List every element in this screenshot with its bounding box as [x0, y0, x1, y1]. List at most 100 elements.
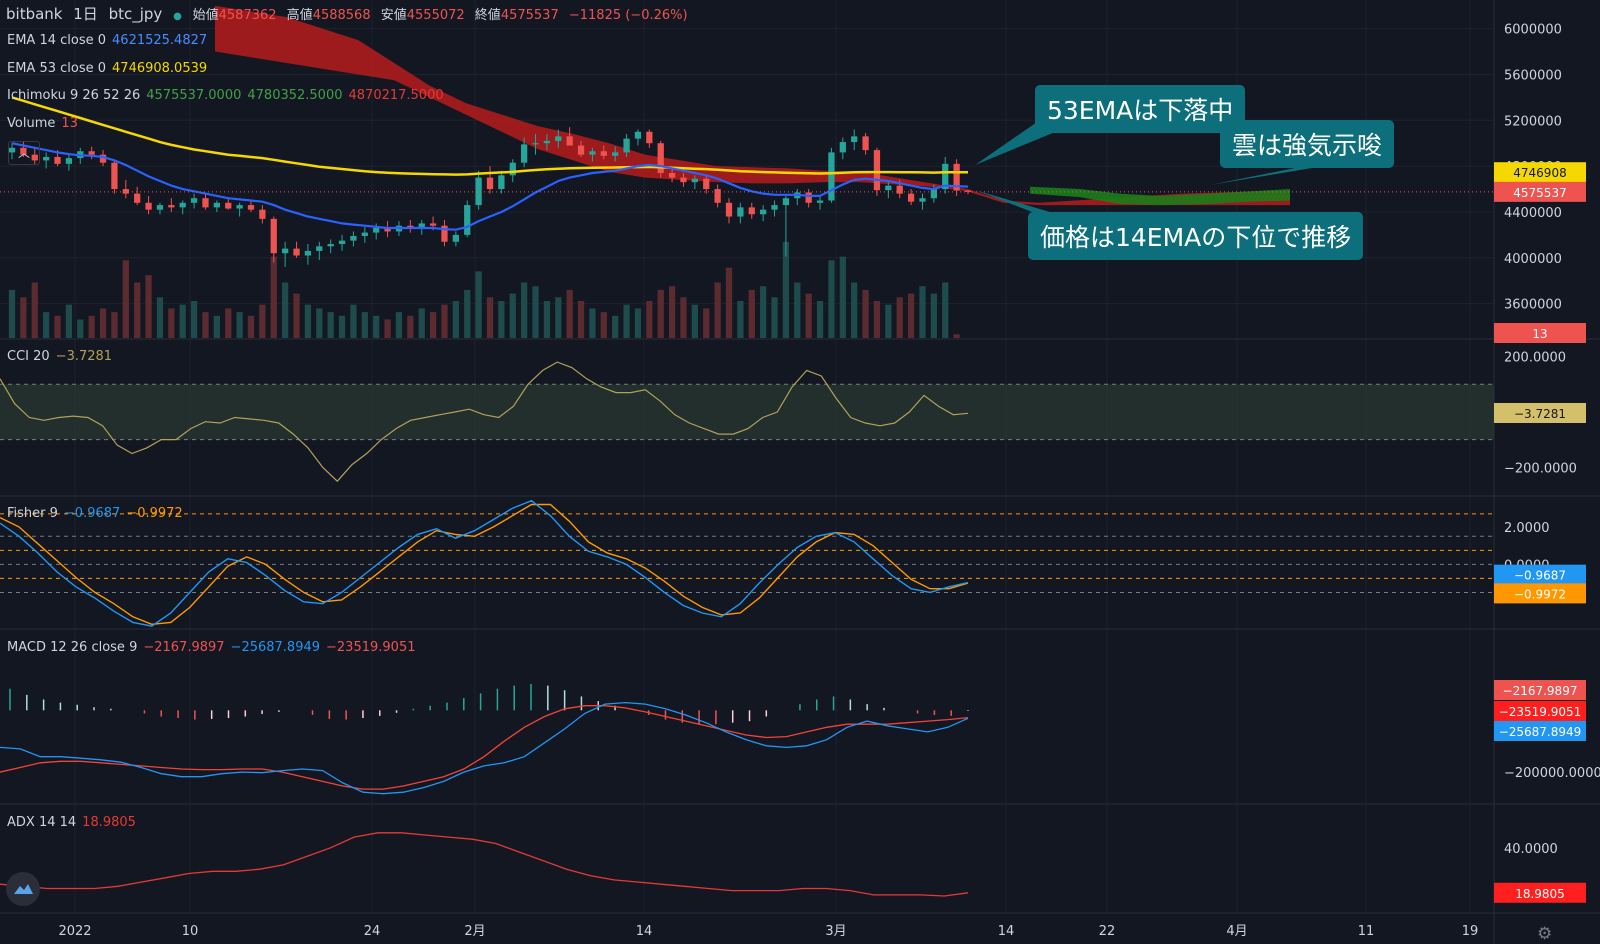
volume-bar-12 — [145, 275, 152, 338]
legend-fisher[interactable]: Fisher 9 −0.9687 −0.9972 — [7, 506, 189, 521]
legend-ema14-name: EMA 14 close 0 — [7, 33, 107, 48]
callout-cloud: 雲は強気示唆 — [1220, 120, 1395, 168]
x-tick-label-9: 11 — [1358, 924, 1375, 939]
candle-body-8 — [99, 154, 107, 163]
legend-volume[interactable]: Volume 13 — [7, 116, 84, 131]
candle-body-62 — [714, 189, 721, 203]
volume-bar-11 — [134, 282, 141, 338]
badge-macd: −2167.9897 — [1503, 684, 1578, 698]
volume-bar-73 — [839, 256, 846, 338]
candle-body-18 — [213, 202, 220, 208]
volume-bar-47 — [543, 301, 551, 338]
candle-body-68 — [782, 198, 790, 206]
legend-fisher-v2: −0.9972 — [126, 506, 183, 521]
candle-body-13 — [156, 205, 164, 210]
tradingview-logo[interactable] — [6, 872, 40, 906]
candle-body-58 — [668, 173, 676, 178]
volume-bar-4 — [54, 315, 61, 338]
candle-body-20 — [236, 205, 243, 209]
volume-bar-66 — [760, 286, 767, 338]
candle-body-31 — [361, 232, 368, 237]
price-tick-2: 5200000 — [1504, 114, 1562, 129]
volume-bar-13 — [156, 297, 164, 338]
volume-bar-0 — [8, 289, 16, 338]
badge-cci: −3.7281 — [1514, 407, 1566, 421]
x-tick-label-1: 10 — [182, 924, 199, 939]
candle-body-52 — [600, 151, 607, 156]
candle-body-53 — [612, 152, 619, 156]
volume-bar-22 — [259, 304, 266, 338]
legend-ichimoku-v3: 4870217.5000 — [348, 88, 444, 103]
volume-bar-7 — [88, 315, 95, 338]
fisher-tick-0: 2.0000 — [1504, 521, 1550, 536]
candle-body-57 — [657, 143, 664, 174]
callout-price: 価格は14EMAの下位で推移 — [1028, 212, 1364, 260]
badge-fisher1: −0.9687 — [1514, 569, 1566, 583]
candle-body-35 — [407, 225, 414, 229]
badge-hist-bg — [1494, 721, 1586, 741]
candle-body-30 — [350, 236, 357, 241]
volume-bar-79 — [907, 293, 915, 338]
candle-body-27 — [316, 246, 323, 251]
legend-ema14[interactable]: EMA 14 close 0 4621525.4827 — [7, 33, 213, 48]
candle-body-60 — [691, 178, 698, 183]
symbol-name[interactable]: bitbank — [6, 5, 63, 23]
volume-bar-68 — [782, 241, 790, 338]
x-tick-label-5: 3月 — [825, 924, 846, 939]
volume-bar-44 — [509, 293, 516, 338]
candle-body-74 — [851, 136, 858, 143]
candle-body-23 — [270, 218, 277, 254]
legend-ema53[interactable]: EMA 53 close 0 4746908.0539 — [7, 61, 213, 76]
candle-body-25 — [293, 248, 300, 256]
volume-bar-33 — [384, 319, 391, 338]
volume-bar-49 — [566, 289, 573, 338]
candle-body-56 — [646, 131, 653, 144]
candle-body-17 — [202, 198, 209, 208]
collapse-legend-button[interactable]: ︿ — [8, 141, 40, 165]
price-tick-1: 5600000 — [1504, 68, 1562, 83]
x-tick-label-6: 14 — [998, 924, 1015, 939]
volume-bar-65 — [748, 289, 755, 338]
candle-body-16 — [190, 198, 198, 203]
callout-ema53: 53EMAは下落中 — [1035, 85, 1246, 133]
volume-bar-2 — [31, 282, 38, 338]
fisher-line — [0, 499, 969, 627]
badge-volume: 13 — [1532, 327, 1547, 341]
volume-bar-34 — [395, 312, 403, 338]
volume-bar-46 — [532, 286, 539, 338]
volume-bar-82 — [942, 282, 949, 338]
callout-price-pointer — [975, 190, 1060, 215]
legend-adx[interactable]: ADX 14 14 18.9805 — [7, 815, 142, 830]
x-tick-label-2: 24 — [364, 924, 381, 939]
interval[interactable]: 1日 — [73, 5, 98, 23]
volume-bar-26 — [304, 304, 312, 338]
legend-cci[interactable]: CCI 20 −3.7281 — [7, 349, 118, 364]
volume-bar-54 — [623, 304, 630, 338]
cci-band — [0, 384, 1494, 440]
legend-ema14-value: 4621525.4827 — [112, 33, 208, 48]
candle-body-1 — [20, 147, 27, 155]
candle-body-50 — [577, 145, 585, 155]
candle-body-67 — [771, 205, 778, 210]
chevron-up-icon: ︿ — [17, 146, 30, 160]
candle-body-28 — [327, 244, 334, 247]
legend-ichimoku[interactable]: Ichimoku 9 26 52 26 4575537.0000 4780352.5… — [7, 88, 450, 103]
legend-macd[interactable]: MACD 12 26 close 9 −2167.9897 −25687.8949−… — [7, 640, 421, 655]
open-value: 4587362 — [218, 8, 277, 23]
candle-body-33 — [384, 228, 391, 232]
candle-body-4 — [54, 156, 61, 164]
ema14-line — [11, 142, 969, 231]
candle-body-21 — [247, 205, 255, 210]
volume-bar-78 — [896, 297, 903, 338]
candle-body-3 — [43, 156, 50, 161]
volume-bar-18 — [213, 315, 220, 338]
badge-ema53-bg — [1494, 162, 1586, 183]
volume-bar-64 — [737, 301, 744, 338]
adx-line — [0, 832, 969, 897]
volume-bar-71 — [816, 301, 824, 338]
badge-fisher2: −0.9972 — [1514, 587, 1566, 601]
volume-bar-35 — [407, 315, 414, 338]
settings-gear-icon[interactable]: ⚙ — [1537, 924, 1553, 944]
candle-body-39 — [452, 234, 459, 242]
macd-line — [0, 701, 969, 795]
